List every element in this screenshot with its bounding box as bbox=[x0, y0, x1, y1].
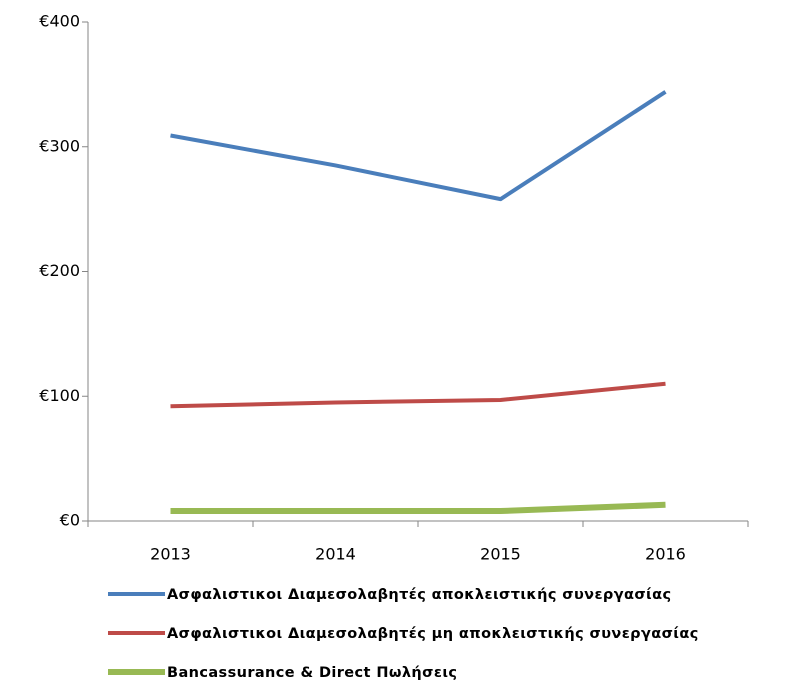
y-tick-label: €100 bbox=[39, 386, 80, 405]
series-line bbox=[170, 501, 666, 515]
y-tick-label: €0 bbox=[60, 511, 80, 530]
legend-label: Ασφαλιστικοι Διαμεσολαβητές αποκλειστική… bbox=[167, 587, 671, 603]
y-tick-label: €200 bbox=[39, 261, 80, 280]
x-tick-label: 2016 bbox=[645, 545, 686, 564]
legend-label: Bancassurance & Direct Πωλήσεις bbox=[167, 665, 457, 681]
series-line bbox=[170, 381, 666, 409]
y-tick-label: €400 bbox=[39, 12, 80, 31]
series-line bbox=[170, 90, 667, 202]
legend-label: Ασφαλιστικοι Διαμεσολαβητές μη αποκλειστ… bbox=[167, 626, 699, 642]
x-tick-label: 2015 bbox=[480, 545, 521, 564]
x-tick-label: 2014 bbox=[315, 545, 356, 564]
x-tick-label: 2013 bbox=[150, 545, 191, 564]
y-tick-label: €300 bbox=[39, 136, 80, 155]
